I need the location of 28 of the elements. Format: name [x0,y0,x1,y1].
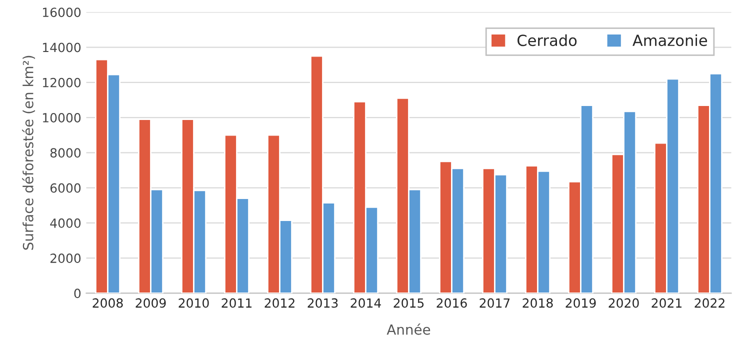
y-tick-label: 6000 [50,183,81,193]
x-tick-label: 2010 [178,298,209,308]
y-tick-label: 14000 [42,42,81,52]
x-tick-label: 2013 [308,298,338,308]
x-tick-label: 2009 [136,298,166,308]
y-tick-label: 4000 [50,218,81,228]
y-tick-label: 2000 [50,254,81,264]
x-tick-label: 2014 [350,298,381,308]
y-tick-label: 12000 [42,78,81,88]
x-tick-label: 2015 [394,298,424,308]
y-tick-label: 8000 [50,148,81,158]
x-tick-label: 2022 [694,298,724,308]
legend-label: Cerrado [518,34,577,46]
x-tick-label: 2017 [480,298,510,308]
y-tick-label: 16000 [42,8,81,18]
y-axis-title: Surface déforestée (en km²) [22,56,36,250]
x-tick-label: 2008 [92,298,123,308]
x-tick-label: 2016 [436,298,467,308]
y-tick-label: 0 [74,288,81,298]
x-tick-label: 2021 [652,298,682,308]
legend-label: Amazonie [632,34,708,46]
x-tick-label: 2020 [608,298,639,308]
x-tick-label: 2019 [566,298,596,308]
x-tick-label: 2018 [522,298,553,308]
y-tick-label: 10000 [42,113,81,122]
x-axis-title: Année [386,324,430,335]
x-tick-label: 2012 [264,298,294,308]
x-tick-label: 2011 [222,298,252,308]
